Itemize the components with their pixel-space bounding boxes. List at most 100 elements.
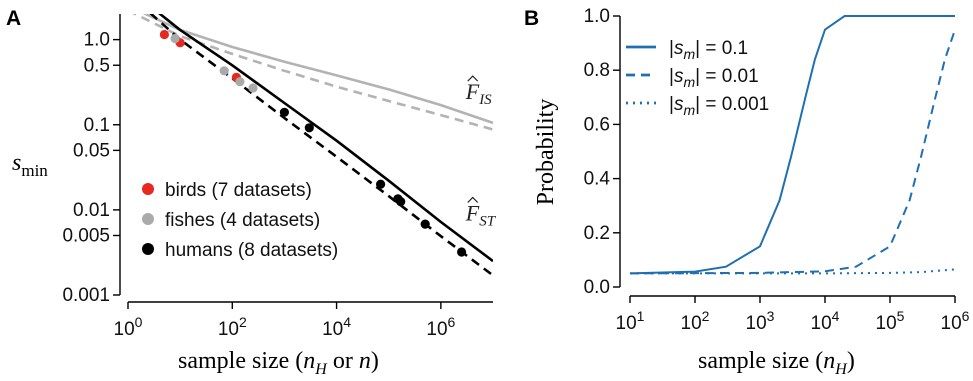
legend-label: |sm| = 0.01 [669,66,759,90]
legend-label-prefix: | [669,38,674,59]
y-tick-label: 1.0 [84,30,110,51]
panel-b-letter: B [524,7,539,30]
panel-b-plot-area [629,15,956,275]
legend-label: humans (8 datasets) [165,240,338,261]
panel-a-legend: birds (7 datasets) fishes (4 datasets) hum… [142,180,338,261]
x-tick-base: 10 [322,319,343,340]
x-tick-exponent: 2 [239,314,247,330]
legend-label-var: s [674,94,684,115]
panel-a-letter: A [6,7,21,30]
x-tick-label: 104 [811,308,840,334]
curve-label-symbol: F [465,79,480,104]
y-tick-label: 0.05 [73,140,110,161]
curve-label-hat [467,196,479,203]
y-tick-label: 0.01 [73,200,110,221]
x-tick-label: 105 [876,308,905,334]
series-line-dashed [629,29,956,275]
data-point-fishes [219,66,229,76]
x-tick-label: 106 [941,308,970,334]
curve-label-is: FIS [465,79,492,108]
legend-label-suffix: | = 0.001 [695,94,769,115]
x-tick-label: 102 [218,314,247,340]
legend-label-prefix: | [669,66,674,87]
legend-label: |sm| = 0.001 [669,94,769,118]
x-tick-exponent: 6 [962,308,970,324]
series-line-fst_dashed [149,14,493,277]
legend-label-var: s [674,66,684,87]
legend-label-sub: m [683,102,695,118]
curve-label-hat [467,75,479,82]
panel-b-legend: |sm| = 0.1|sm| = 0.01|sm| = 0.001 [626,38,769,118]
series-line-solid [629,15,955,275]
y-tick-label: 0.001 [62,285,110,306]
curve-label-subscript: ST [479,214,497,230]
legend-marker [142,243,154,255]
x-tick-base: 10 [114,319,135,340]
data-point-fishes [235,77,245,87]
x-tick-exponent: 5 [897,308,905,324]
x-tick-label: 106 [426,314,455,340]
curve-label-st: FST [465,201,497,230]
legend-label-var: s [674,38,684,59]
x-tick-label: 102 [681,308,710,334]
legend-label-sub: m [683,46,695,62]
y-tick-label: 0.6 [584,114,610,135]
curve-label-subscript: IS [478,92,492,108]
data-point-birds [159,29,169,40]
panel-a: A 100 102 104 1061.00.50.10.050.010.0050.00… [6,7,497,378]
x-tick-base: 10 [218,319,239,340]
x-tick-base: 10 [876,313,897,334]
x-tick-exponent: 4 [832,308,840,324]
legend-marker [142,183,154,195]
x-tick-label: 101 [616,308,645,334]
legend-label-suffix: | = 0.01 [695,66,759,87]
y-tick-label: 0.8 [584,60,610,81]
series-line-dotted [630,268,956,275]
x-tick-exponent: 1 [637,308,645,324]
y-tick-label: 0.4 [584,169,611,190]
legend-label-sub: m [683,74,695,90]
series-line-fst_solid [158,14,493,263]
data-point-humans [376,179,386,189]
data-point-humans [457,247,467,257]
legend-label-suffix: | = 0.1 [695,38,748,59]
data-point-humans [396,197,406,207]
panel-a-plot-area [132,14,493,277]
y-tick-label: 0.005 [62,226,110,247]
legend-label-prefix: | [669,94,674,115]
y-tick-label: 0.1 [84,115,110,136]
x-tick-exponent: 2 [702,308,710,324]
x-tick-exponent: 4 [343,314,351,330]
x-tick-label: 104 [322,314,351,340]
curve-label-symbol: F [465,201,480,226]
y-tick-label: 1.0 [584,6,610,27]
panel-a-x-axis-label: sample size (nH or n) [178,348,379,378]
legend-label: fishes (4 datasets) [165,210,320,231]
y-tick-label: 0.0 [584,277,610,298]
x-tick-exponent: 3 [767,308,775,324]
legend-label: birds (7 datasets) [165,180,312,201]
x-tick-base: 10 [616,313,637,334]
data-point-fishes [170,33,180,44]
panel-a-y-axis-label: smin [12,150,48,180]
x-tick-label: 100 [114,314,143,340]
legend-label: |sm| = 0.1 [669,38,748,62]
x-tick-exponent: 6 [448,314,456,330]
y-tick-label: 0.5 [84,55,110,76]
x-tick-label: 103 [746,308,775,334]
data-point-fishes [248,83,258,93]
series-line-fis_solid [142,14,493,125]
legend-marker [142,213,154,225]
panel-b-x-axis-label: sample size (nH) [698,348,855,378]
data-point-humans [279,107,289,117]
x-tick-base: 10 [811,313,832,334]
x-tick-base: 10 [426,319,447,340]
x-tick-exponent: 0 [135,314,143,330]
y-tick-label: 0.2 [584,223,610,244]
panel-b-y-axis-label: Probability [533,99,559,206]
